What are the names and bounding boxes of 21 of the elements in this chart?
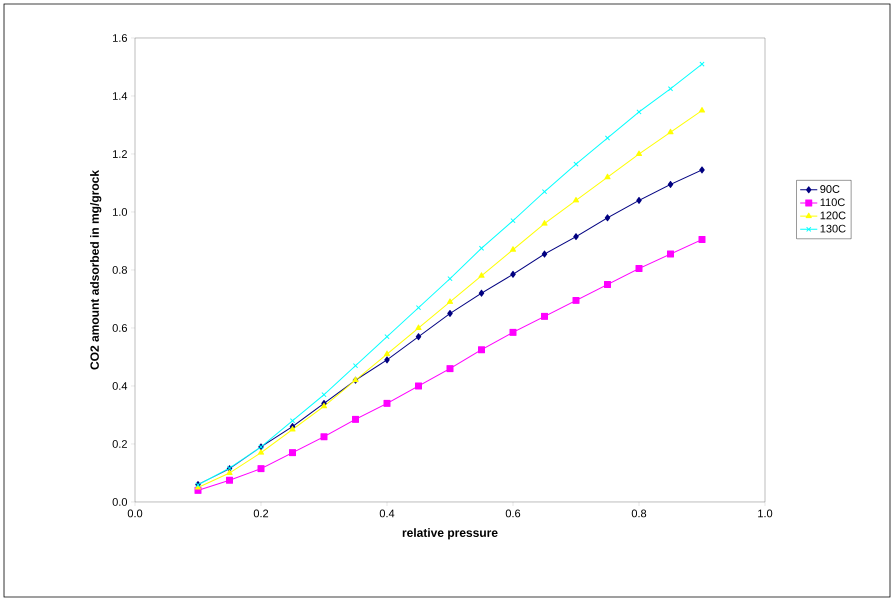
y-tick-label: 1.4 (113, 92, 128, 100)
y-tick-label: 1.2 (113, 150, 127, 158)
legend-label: 120C (820, 212, 846, 220)
x-tick-label: 0.2 (254, 510, 268, 518)
y-tick-label: 0.8 (112, 266, 127, 274)
y-axis-title: CO2 amount adsorbed in mg/grock (90, 170, 102, 370)
x-tick-label: 0.6 (506, 510, 520, 518)
y-tick-label: 0.0 (112, 498, 128, 506)
x-tick-label: 0.0 (128, 510, 142, 518)
x-tick-label: 1.0 (758, 510, 772, 518)
legend-label: 130C (820, 224, 846, 233)
legend-label: 110C (820, 198, 845, 206)
y-tick-label: 0.4 (112, 382, 128, 390)
y-tick-label: 0.2 (112, 440, 127, 448)
legend-label: 90C (820, 185, 840, 193)
x-axis-title: relative pressure (402, 528, 498, 540)
x-tick-label: 0.4 (380, 510, 394, 518)
x-tick-label: 0.8 (632, 510, 646, 518)
y-tick-label: 1.0 (113, 208, 128, 216)
y-tick-label: 0.6 (112, 324, 127, 332)
y-tick-label: 1.6 (113, 34, 127, 42)
